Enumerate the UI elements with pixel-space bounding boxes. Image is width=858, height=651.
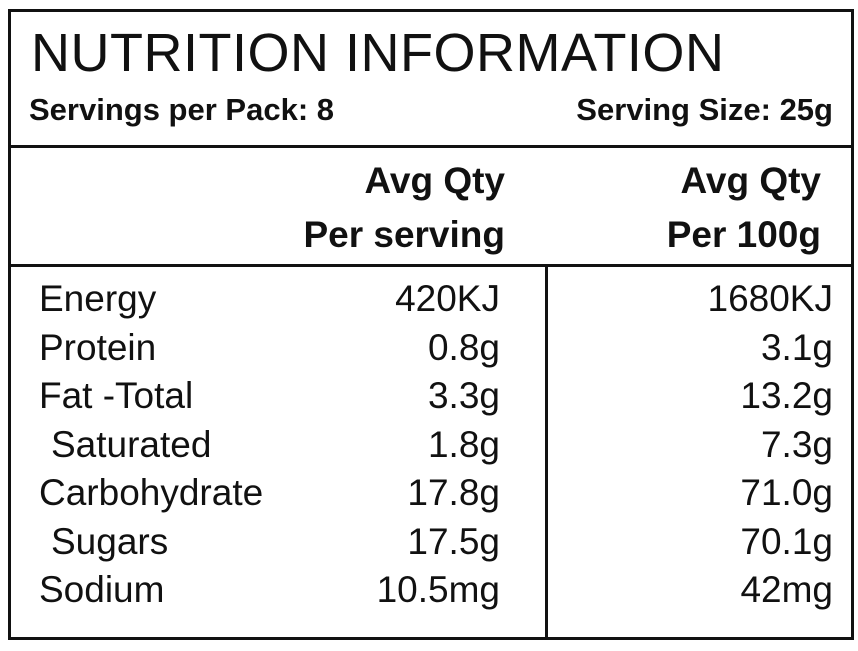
- header-divider: [11, 145, 851, 148]
- per-serving-value: 17.5g: [407, 520, 500, 562]
- col-per-serving-line2: Per serving: [303, 214, 505, 255]
- nutrient-name: Fat -Total: [39, 375, 194, 416]
- nutrient-row: Protein 0.8g 3.1g: [11, 329, 851, 377]
- nutrient-row: Carbohydrate 17.8g 71.0g: [11, 474, 851, 522]
- panel-title: NUTRITION INFORMATION: [31, 23, 725, 83]
- nutrient-row: Energy 420KJ 1680KJ: [11, 280, 851, 328]
- nutrient-name: Energy: [39, 278, 157, 319]
- per-serving-value: 1.8g: [427, 423, 500, 465]
- per-serving-value: 10.5mg: [376, 569, 500, 610]
- per-100g-value: 3.1g: [760, 326, 833, 368]
- per-serving-value: 17.8g: [407, 472, 500, 513]
- nutrient-name: Carbohydrate: [39, 472, 264, 513]
- column-header-divider: [11, 264, 851, 267]
- nutrient-row: Saturated 1.8g 7.3g: [11, 426, 851, 474]
- per-serving-value: 420KJ: [395, 278, 500, 319]
- col-per-100g-line2: Per 100g: [666, 214, 821, 255]
- nutrient-row: Fat -Total 3.3g 13.2g: [11, 377, 851, 425]
- per-100g-value: 71.0g: [740, 472, 833, 513]
- per-serving-value: 0.8g: [427, 326, 500, 368]
- per-100g-value: 70.1g: [740, 520, 833, 562]
- per-100g-value: 1680KJ: [707, 278, 834, 319]
- nutrient-row: Sodium 10.5mg 42mg: [11, 571, 851, 619]
- nutrient-name: Sodium: [39, 569, 165, 610]
- nutrient-name: Saturated: [51, 423, 212, 465]
- nutrient-row: Sugars 17.5g 70.1g: [11, 523, 851, 571]
- nutrition-panel: NUTRITION INFORMATION Servings per Pack:…: [8, 9, 854, 640]
- per-serving-value: 3.3g: [427, 375, 500, 416]
- serving-size: Serving Size: 25g: [576, 92, 833, 127]
- nutrient-name: Sugars: [51, 520, 169, 562]
- per-100g-value: 13.2g: [740, 375, 833, 416]
- column-divider: [545, 264, 548, 637]
- nutrient-name: Protein: [39, 326, 157, 368]
- col-per-100g-line1: Avg Qty: [680, 160, 821, 201]
- per-100g-value: 7.3g: [760, 423, 833, 465]
- col-per-serving-line1: Avg Qty: [364, 160, 505, 201]
- servings-per-pack: Servings per Pack: 8: [29, 92, 334, 127]
- per-100g-value: 42mg: [740, 569, 833, 610]
